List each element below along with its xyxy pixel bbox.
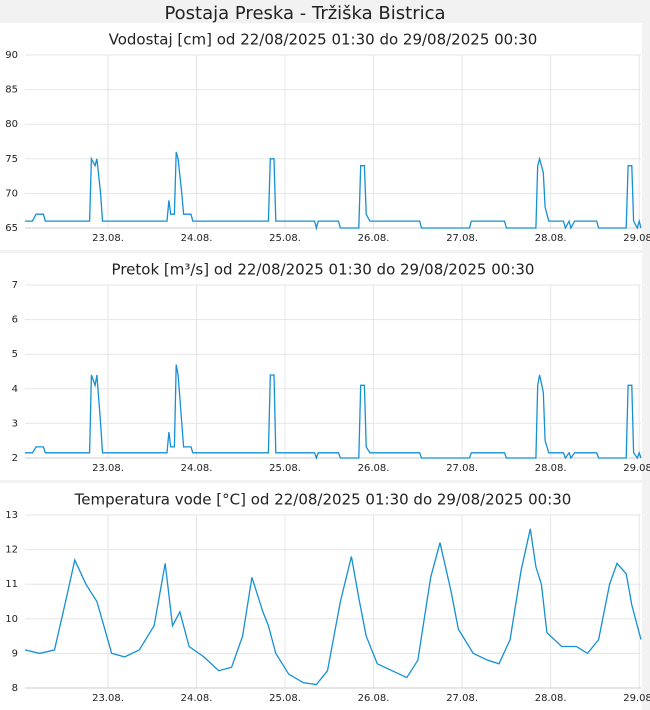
x-tick-label: 29.08.	[623, 693, 650, 704]
y-tick-label: 85	[5, 85, 18, 96]
y-tick-label: 3	[12, 418, 18, 429]
y-tick-label: 75	[5, 154, 18, 165]
y-tick-label: 2	[12, 453, 18, 464]
series-line	[25, 151, 642, 231]
chart-title: Vodostaj [cm] od 22/08/2025 01:30 do 29/…	[109, 31, 538, 49]
x-tick-label: 28.08.	[535, 463, 567, 474]
y-tick-label: 7	[12, 280, 18, 291]
y-tick-label: 90	[5, 50, 18, 61]
x-tick-label: 27.08.	[446, 233, 478, 244]
x-tick-label: 24.08.	[181, 693, 213, 704]
x-tick-label: 28.08.	[535, 693, 567, 704]
series-line	[25, 364, 642, 460]
y-tick-label: 11	[5, 579, 18, 590]
series-line	[24, 528, 642, 686]
x-tick-label: 26.08.	[358, 693, 390, 704]
y-tick-label: 8	[12, 683, 18, 694]
y-tick-label: 4	[12, 384, 18, 395]
x-tick-label: 23.08.	[92, 233, 124, 244]
x-tick-label: 24.08.	[181, 233, 213, 244]
x-tick-label: 24.08.	[181, 463, 213, 474]
x-tick-label: 28.08.	[535, 233, 567, 244]
x-tick-label: 23.08.	[92, 693, 124, 704]
x-tick-label: 26.08.	[358, 463, 390, 474]
x-tick-label: 29.08.	[623, 233, 650, 244]
y-tick-label: 80	[5, 119, 18, 130]
y-tick-label: 6	[12, 315, 18, 326]
x-tick-label: 29.08.	[623, 463, 650, 474]
chart-panel	[0, 483, 642, 710]
x-tick-label: 27.08.	[446, 463, 478, 474]
chart-panel	[0, 23, 642, 250]
y-tick-label: 10	[5, 614, 18, 625]
main-title: Postaja Preska - Tržiška Bistrica	[164, 3, 445, 24]
x-tick-label: 26.08.	[358, 233, 390, 244]
x-tick-label: 25.08.	[269, 693, 301, 704]
chart-panel	[0, 253, 642, 480]
x-tick-label: 27.08.	[446, 693, 478, 704]
x-tick-label: 23.08.	[92, 463, 124, 474]
x-tick-label: 25.08.	[269, 463, 301, 474]
x-tick-label: 25.08.	[269, 233, 301, 244]
chart-title: Pretok [m³/s] od 22/08/2025 01:30 do 29/…	[112, 261, 535, 279]
y-tick-label: 13	[5, 510, 18, 521]
y-tick-label: 5	[12, 349, 18, 360]
y-tick-label: 12	[5, 545, 18, 556]
chart-title: Temperatura vode [°C] od 22/08/2025 01:3…	[74, 491, 572, 509]
y-tick-label: 9	[12, 648, 18, 659]
y-tick-label: 65	[5, 223, 18, 234]
y-tick-label: 70	[5, 188, 18, 199]
